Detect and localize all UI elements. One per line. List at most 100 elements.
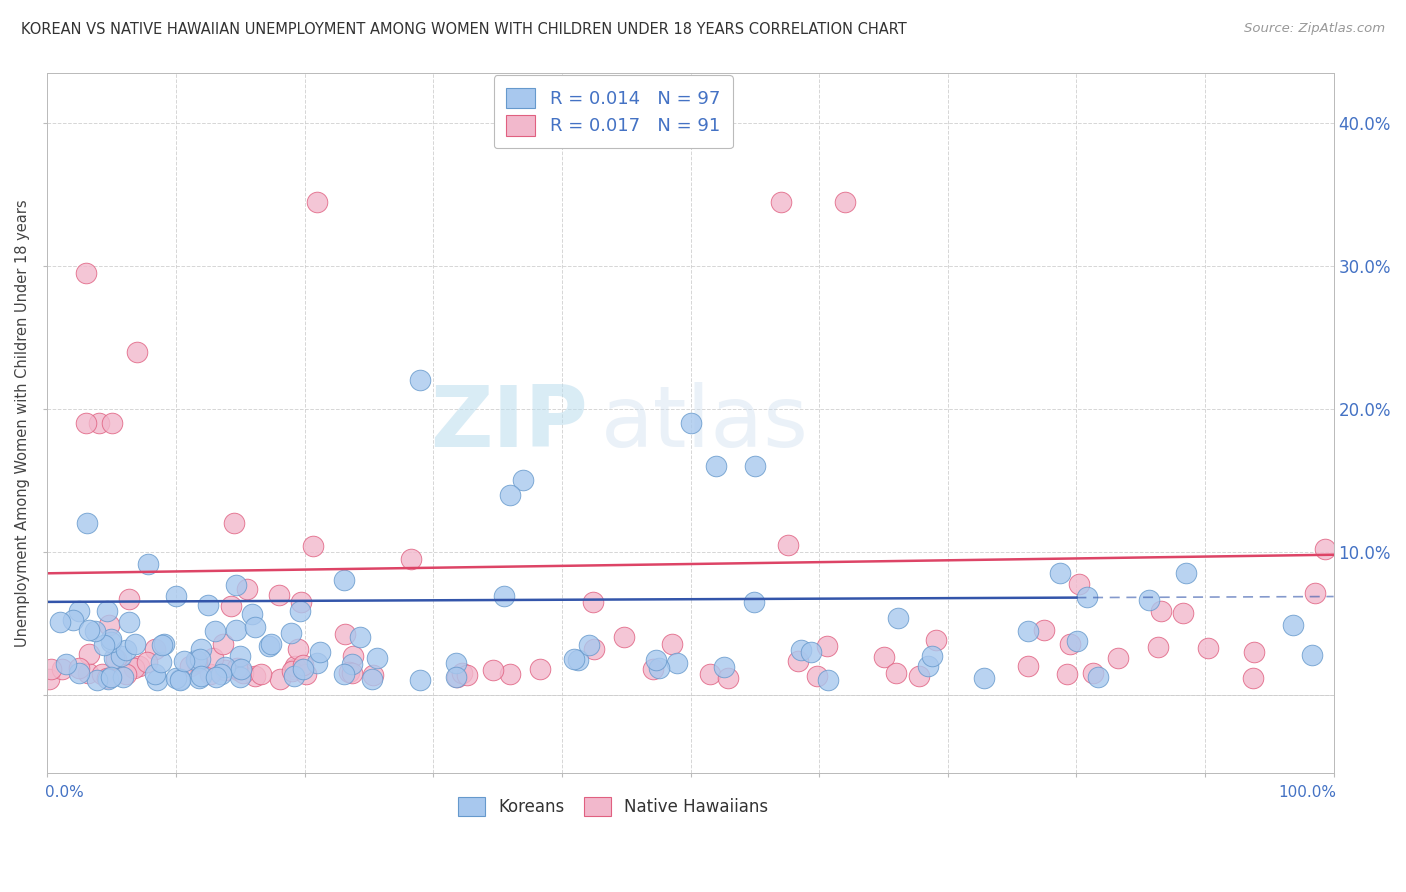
Point	[124, 637, 146, 651]
Point	[887, 611, 910, 625]
Point	[105, 652, 128, 666]
Point	[361, 672, 384, 686]
Point	[197, 599, 219, 613]
Point	[51, 662, 73, 676]
Point	[281, 664, 304, 678]
Point	[212, 637, 235, 651]
Point	[188, 651, 211, 665]
Point	[337, 665, 360, 679]
Point	[1076, 591, 1098, 605]
Point	[117, 592, 139, 607]
Point	[86, 673, 108, 687]
Point	[226, 661, 249, 675]
Point	[834, 194, 856, 209]
Point	[742, 595, 765, 609]
Point	[1066, 633, 1088, 648]
Point	[492, 589, 515, 603]
Point	[222, 516, 245, 531]
Point	[214, 660, 236, 674]
Point	[169, 672, 191, 686]
Point	[1087, 670, 1109, 684]
Point	[1137, 592, 1160, 607]
Point	[122, 661, 145, 675]
Point	[1017, 624, 1039, 638]
Point	[284, 659, 307, 673]
Point	[973, 672, 995, 686]
Point	[1150, 604, 1173, 618]
Point	[190, 669, 212, 683]
Point	[229, 670, 252, 684]
Point	[1069, 576, 1091, 591]
Point	[173, 655, 195, 669]
Point	[1146, 640, 1168, 654]
Point	[1049, 566, 1071, 580]
Point	[302, 539, 325, 553]
Point	[143, 666, 166, 681]
Text: KOREAN VS NATIVE HAWAIIAN UNEMPLOYMENT AMONG WOMEN WITH CHILDREN UNDER 18 YEARS : KOREAN VS NATIVE HAWAIIAN UNEMPLOYMENT A…	[21, 22, 907, 37]
Point	[75, 416, 97, 430]
Point	[309, 645, 332, 659]
Point	[179, 659, 201, 673]
Point	[127, 344, 149, 359]
Point	[1033, 624, 1056, 638]
Point	[135, 655, 157, 669]
Point	[205, 670, 228, 684]
Point	[150, 639, 173, 653]
Point	[1107, 651, 1129, 665]
Point	[229, 649, 252, 664]
Point	[817, 673, 839, 687]
Point	[152, 638, 174, 652]
Point	[529, 662, 551, 676]
Point	[333, 627, 356, 641]
Point	[76, 516, 98, 531]
Point	[292, 662, 315, 676]
Point	[283, 669, 305, 683]
Point	[1081, 665, 1104, 680]
Point	[641, 662, 664, 676]
Point	[243, 620, 266, 634]
Point	[77, 665, 100, 680]
Point	[186, 657, 208, 671]
Point	[201, 651, 224, 665]
Point	[283, 662, 305, 676]
Point	[332, 573, 354, 587]
Point	[409, 373, 432, 387]
Point	[921, 649, 943, 664]
Text: 0.0%: 0.0%	[45, 785, 83, 800]
Point	[128, 659, 150, 673]
Point	[817, 639, 839, 653]
Point	[226, 663, 249, 677]
Point	[366, 650, 388, 665]
Point	[287, 642, 309, 657]
Legend: Koreans, Native Hawaiians: Koreans, Native Hawaiians	[450, 789, 778, 824]
Point	[661, 637, 683, 651]
Point	[269, 673, 291, 687]
Point	[77, 647, 100, 661]
Point	[1171, 606, 1194, 620]
Point	[666, 656, 689, 670]
Point	[679, 416, 702, 430]
Point	[225, 578, 247, 592]
Point	[150, 656, 173, 670]
Point	[1313, 541, 1336, 556]
Point	[333, 667, 356, 681]
Point	[340, 666, 363, 681]
Point	[1303, 586, 1326, 600]
Point	[884, 666, 907, 681]
Point	[562, 652, 585, 666]
Point	[917, 659, 939, 673]
Point	[165, 671, 187, 685]
Point	[806, 669, 828, 683]
Point	[190, 642, 212, 657]
Point	[112, 670, 135, 684]
Point	[1056, 666, 1078, 681]
Point	[717, 671, 740, 685]
Point	[84, 624, 107, 638]
Point	[790, 643, 813, 657]
Point	[305, 656, 328, 670]
Point	[96, 671, 118, 685]
Point	[399, 552, 422, 566]
Point	[250, 667, 273, 681]
Point	[481, 663, 503, 677]
Point	[499, 488, 522, 502]
